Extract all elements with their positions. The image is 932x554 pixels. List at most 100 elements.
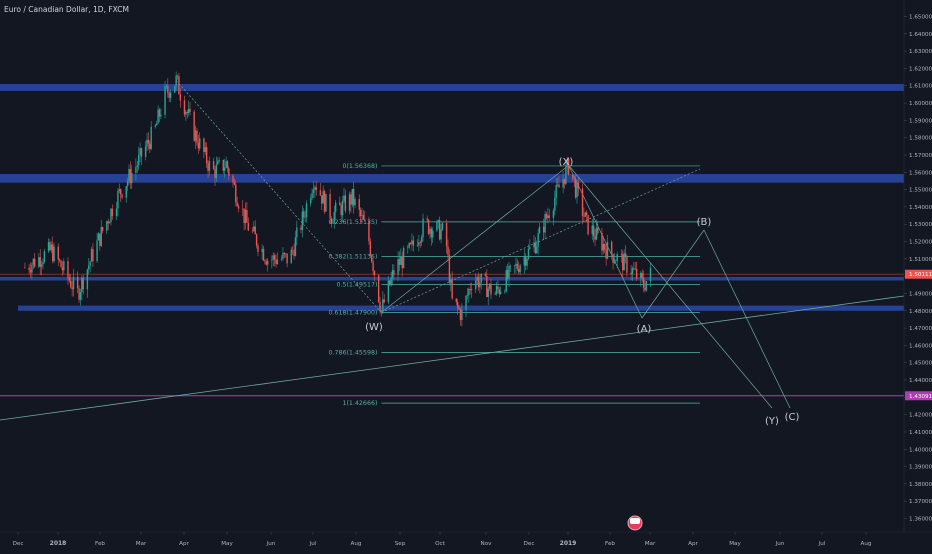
candle-body bbox=[165, 85, 168, 87]
y-tick-label: 1.38000 bbox=[909, 482, 932, 488]
candle-body bbox=[107, 221, 109, 224]
candle-body bbox=[217, 161, 219, 165]
candle-body bbox=[68, 277, 71, 281]
candle-body bbox=[226, 161, 229, 169]
candle-body bbox=[207, 163, 209, 171]
candle-body bbox=[536, 246, 538, 254]
candle-body bbox=[562, 178, 564, 188]
candle-body bbox=[610, 241, 613, 255]
candle-body bbox=[168, 92, 170, 98]
wave-label: (C) bbox=[785, 412, 800, 423]
candle-body bbox=[176, 75, 179, 77]
candle-body bbox=[390, 277, 392, 286]
candle-body bbox=[644, 287, 646, 291]
candle-body bbox=[333, 211, 335, 223]
candle-body bbox=[282, 253, 284, 259]
candle-body bbox=[266, 260, 269, 265]
horizontal-zone bbox=[0, 84, 904, 91]
candle-body bbox=[81, 277, 83, 293]
candle-body bbox=[332, 222, 334, 224]
candle-body bbox=[261, 248, 263, 252]
candle-body bbox=[615, 260, 617, 262]
candle-body bbox=[576, 182, 578, 198]
x-tick-label: Apr bbox=[688, 541, 698, 547]
candle-body bbox=[131, 172, 133, 184]
x-tick-label: 2018 bbox=[50, 540, 67, 547]
candle-body bbox=[243, 208, 245, 224]
y-tick-label: 1.65000 bbox=[909, 15, 932, 21]
candle-body bbox=[205, 147, 208, 164]
x-tick-label: Aug bbox=[351, 541, 362, 547]
candle-body bbox=[255, 234, 258, 246]
candle-body bbox=[79, 292, 82, 300]
candle-body bbox=[380, 310, 383, 312]
candle-body bbox=[398, 259, 401, 265]
candle-body bbox=[340, 205, 342, 216]
y-tick-label: 1.59000 bbox=[909, 118, 932, 124]
y-tick-label: 1.36000 bbox=[909, 516, 932, 522]
candle-body bbox=[642, 277, 645, 288]
candle-body bbox=[96, 240, 98, 261]
candle-body bbox=[99, 233, 101, 246]
candle-body bbox=[164, 85, 166, 115]
candle-body bbox=[408, 243, 410, 248]
line-a-to-b bbox=[641, 229, 705, 319]
x-tick-label: May bbox=[729, 541, 741, 547]
candle-body bbox=[214, 169, 216, 179]
candle-body bbox=[587, 215, 589, 235]
candle-body bbox=[233, 182, 236, 185]
line-x-to-y bbox=[568, 165, 773, 409]
line-b-to-c bbox=[703, 229, 791, 409]
candle-body bbox=[509, 265, 512, 267]
y-tick-label: 1.41000 bbox=[909, 430, 932, 436]
candle-body bbox=[447, 246, 449, 256]
candle-body bbox=[641, 272, 643, 278]
candle-body bbox=[529, 247, 531, 249]
y-tick-label: 1.44000 bbox=[909, 378, 932, 384]
candle-body bbox=[100, 227, 102, 246]
candle-body bbox=[620, 254, 623, 255]
candle-body bbox=[86, 269, 89, 290]
candle-body bbox=[554, 197, 556, 211]
candle-body bbox=[90, 249, 93, 262]
candle-body bbox=[246, 209, 248, 223]
candle-body bbox=[563, 178, 566, 184]
candle-body bbox=[382, 299, 384, 311]
candle-body bbox=[101, 227, 104, 231]
candle-body bbox=[352, 188, 355, 206]
y-tick-label: 1.55000 bbox=[909, 188, 932, 194]
candle-body bbox=[506, 270, 509, 279]
candle-body bbox=[50, 244, 53, 251]
candle-body bbox=[61, 267, 64, 271]
candle-body bbox=[38, 257, 40, 267]
candle-body bbox=[276, 259, 279, 264]
candle-body bbox=[412, 240, 415, 246]
candle-body bbox=[361, 215, 363, 216]
candle-body bbox=[498, 289, 501, 294]
fib-level-label: 0.618(1.47900) bbox=[328, 310, 377, 317]
horizontal-zone bbox=[18, 305, 904, 311]
y-tick-label: 1.42000 bbox=[909, 413, 932, 419]
candle-body bbox=[154, 125, 157, 127]
candle-body bbox=[476, 276, 478, 281]
candle-body bbox=[97, 233, 100, 241]
candle-body bbox=[533, 242, 535, 248]
candle-body bbox=[285, 253, 287, 255]
wave-label: (A) bbox=[637, 324, 652, 335]
x-tick-label: Feb bbox=[605, 541, 615, 547]
support-line-tag bbox=[905, 391, 932, 401]
x-tick-label: Mar bbox=[645, 541, 656, 547]
candle-body bbox=[594, 235, 596, 240]
y-tick-label: 1.37000 bbox=[909, 499, 932, 505]
candle-body bbox=[235, 184, 237, 203]
y-tick-label: 1.40000 bbox=[909, 447, 932, 453]
candle-body bbox=[321, 195, 323, 204]
candle-body bbox=[76, 276, 79, 289]
candle-body bbox=[150, 126, 152, 149]
candle-body bbox=[451, 279, 453, 299]
candle-body bbox=[125, 186, 127, 198]
candle-body bbox=[301, 211, 304, 230]
candle-body bbox=[117, 190, 119, 209]
